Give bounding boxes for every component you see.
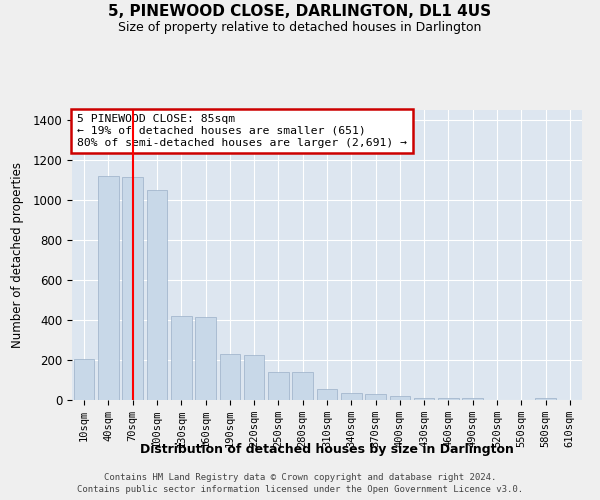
Bar	[292, 372, 313, 400]
Bar	[317, 389, 337, 400]
Bar	[389, 396, 410, 400]
Bar	[463, 398, 483, 400]
Bar	[244, 355, 265, 400]
Bar	[220, 354, 240, 400]
Bar	[122, 177, 143, 400]
Bar	[535, 398, 556, 400]
Text: Distribution of detached houses by size in Darlington: Distribution of detached houses by size …	[140, 442, 514, 456]
Bar	[268, 372, 289, 400]
Bar	[341, 393, 362, 400]
Bar	[74, 359, 94, 400]
Text: 5, PINEWOOD CLOSE, DARLINGTON, DL1 4US: 5, PINEWOOD CLOSE, DARLINGTON, DL1 4US	[109, 4, 491, 19]
Text: 5 PINEWOOD CLOSE: 85sqm
← 19% of detached houses are smaller (651)
80% of semi-d: 5 PINEWOOD CLOSE: 85sqm ← 19% of detache…	[77, 114, 407, 148]
Bar	[365, 394, 386, 400]
Bar	[98, 176, 119, 400]
Bar	[414, 398, 434, 400]
Text: Contains HM Land Registry data © Crown copyright and database right 2024.
Contai: Contains HM Land Registry data © Crown c…	[77, 473, 523, 494]
Y-axis label: Number of detached properties: Number of detached properties	[11, 162, 24, 348]
Text: Size of property relative to detached houses in Darlington: Size of property relative to detached ho…	[118, 21, 482, 34]
Bar	[438, 398, 459, 400]
Bar	[171, 316, 191, 400]
Bar	[195, 317, 216, 400]
Bar	[146, 190, 167, 400]
